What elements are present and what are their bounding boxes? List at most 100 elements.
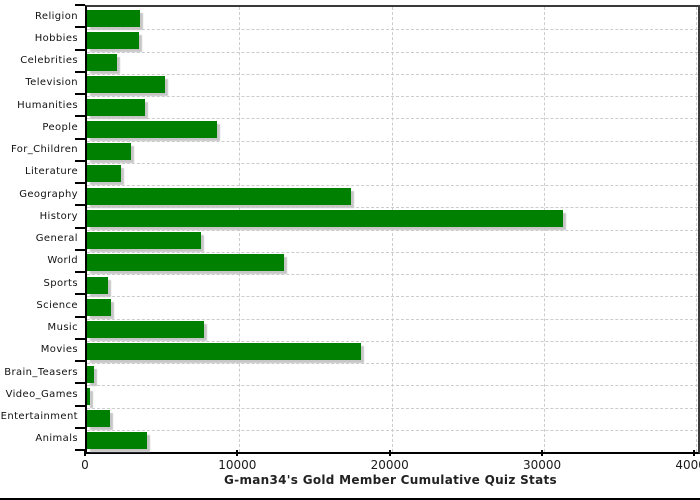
category-label: Sports [43,277,78,289]
gridline-horizontal [87,340,698,342]
bar-row [87,363,698,385]
y-tick [75,137,85,140]
gridline-horizontal [87,29,698,31]
category-label: People [42,121,78,133]
y-tick [75,382,85,385]
bar-row [87,141,698,163]
gridline-horizontal [87,318,698,320]
x-tick [84,450,86,456]
y-tick [75,271,85,273]
bar-row [87,274,698,296]
bar [87,54,118,72]
category-label: Brain_Teasers [4,366,78,378]
x-tick-label: 40000 [675,458,700,472]
x-tick [388,450,391,456]
bar [87,165,121,183]
bar-row [87,319,698,341]
gridline-horizontal [87,274,698,275]
bar-row [87,408,698,430]
bar-row [87,230,698,252]
gridline-horizontal [87,229,698,231]
x-axis-ticks [84,450,696,457]
bar [87,187,351,205]
bar [87,120,217,138]
gridline-horizontal [87,185,698,186]
bottom-border-line [0,498,700,500]
gridline-horizontal [87,429,698,431]
category-label: Humanities [17,99,78,111]
category-label: General [35,233,78,245]
bar [87,298,111,316]
y-axis-labels: Religion Hobbies Celebrities Television Huma… [0,5,78,450]
bar [87,343,362,361]
bar-row [87,29,698,51]
y-tick [75,4,85,6]
bar-row [87,52,698,74]
category-label: Hobbies [34,32,78,44]
gridline-horizontal [87,296,698,298]
y-tick [75,48,85,51]
bar-row [87,430,698,452]
gridline-horizontal [87,207,698,209]
x-tick [541,450,544,456]
bar [87,31,139,49]
bar-row [87,7,698,29]
bar-row [87,341,698,363]
gridline-horizontal [87,407,698,409]
gridline-horizontal [87,96,698,97]
gridline-horizontal [87,118,698,120]
x-tick-label: 30000 [523,458,562,472]
gridline-horizontal [87,251,698,253]
x-axis-tick-labels: 0 10000 20000 30000 40000 [81,458,700,472]
y-tick [75,226,85,229]
y-tick [75,449,85,451]
category-label: Religion [35,10,78,22]
x-tick-label: 10000 [218,458,257,472]
bar-row [87,96,698,118]
bar [87,143,132,161]
y-tick [75,293,85,296]
gridline-horizontal [87,51,698,53]
x-tick-label: 0 [81,458,89,472]
x-tick [236,450,239,456]
category-label: Television [25,77,78,89]
bar [87,276,109,294]
x-tick [693,450,696,456]
bar [87,410,110,428]
bar-row [87,296,698,318]
category-label: Science [36,299,78,311]
bar-row [87,118,698,140]
bar-row [87,252,698,274]
y-tick [75,248,85,251]
bar [87,387,90,405]
y-tick [75,182,85,184]
bar [87,365,94,383]
y-tick [75,93,85,95]
category-label: Animals [35,433,78,445]
y-tick [75,404,85,407]
y-tick [75,426,85,429]
category-label: Movies [40,344,78,356]
bar [87,76,165,94]
gridline-horizontal [87,385,698,387]
y-tick [75,360,85,362]
bar-row [87,163,698,185]
y-axis-ticks [75,4,85,451]
y-tick [75,26,85,29]
y-tick [75,315,85,318]
plot-area [85,5,700,454]
chart-title: G-man34's Gold Member Cumulative Quiz St… [224,473,557,487]
bar [87,432,148,450]
category-label: Music [47,322,78,334]
gridline-horizontal [87,140,698,142]
bar [87,9,140,27]
bar-rows [87,7,698,452]
y-tick [75,70,85,73]
y-tick [75,204,85,207]
bar-row [87,385,698,407]
x-tick-label: 20000 [370,458,409,472]
category-label: History [39,210,78,222]
category-label: Entertainment [0,411,78,423]
category-label: Literature [25,166,78,178]
